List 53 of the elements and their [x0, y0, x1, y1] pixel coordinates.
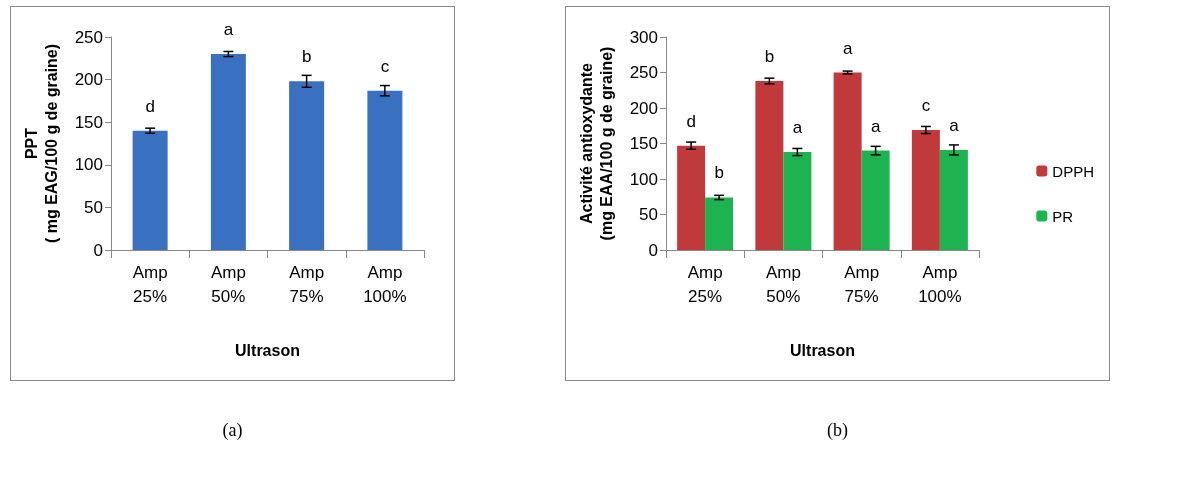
data-label: b: [714, 163, 724, 183]
data-label: b: [764, 47, 775, 67]
y-tick-label: 200: [629, 98, 658, 118]
data-label: a: [870, 116, 881, 136]
x-tick-label: Amp 25%: [132, 262, 168, 306]
data-label: c: [380, 56, 390, 76]
x-axis-title: Ultrason: [235, 341, 300, 359]
x-tick-label: Amp 100%: [363, 262, 407, 306]
x-tick-label: Amp 75%: [289, 262, 325, 306]
y-tick-label: 150: [74, 112, 103, 132]
bar: [132, 130, 168, 250]
text: (a): [221, 420, 244, 441]
x-tick-label: Amp 100%: [918, 262, 962, 306]
bar: [705, 197, 734, 250]
bar: [861, 150, 890, 250]
legend-label: PR: [1052, 207, 1074, 225]
y-tick-label: 200: [74, 70, 103, 90]
x-tick-label: Amp 25%: [687, 262, 723, 306]
y-tick-label: 50: [639, 205, 658, 224]
y-tick-label: 300: [629, 27, 658, 47]
y-tick-label: 100: [629, 169, 658, 189]
bar: [367, 90, 403, 250]
y-axis-title: Activité antioxydante (mg EAA/100 g de graine): [577, 46, 615, 241]
data-label: c: [921, 96, 931, 116]
bar: [289, 81, 325, 250]
bar: [210, 54, 246, 250]
bar: [677, 145, 706, 250]
y-tick-label: 100: [74, 155, 103, 175]
bar: [833, 72, 862, 250]
y-tick-label: 0: [648, 240, 658, 260]
x-tick-label: Amp 75%: [844, 262, 880, 306]
y-axis-title: PPT ( mg EAG/100 g de graine): [22, 43, 60, 244]
data-label: a: [223, 20, 234, 40]
data-label: d: [145, 96, 155, 116]
bar: [939, 149, 968, 250]
x-tick-label: Amp 50%: [210, 262, 246, 306]
y-tick-label: 250: [74, 27, 103, 47]
data-label: a: [842, 38, 853, 58]
x-axis-title: Ultrason: [790, 341, 855, 359]
bar: [911, 130, 940, 250]
y-tick-label: 250: [629, 63, 658, 82]
data-label: a: [792, 118, 803, 138]
bar: [783, 152, 812, 250]
text: (b): [826, 420, 849, 441]
legend-label: DPPH: [1052, 162, 1095, 180]
bar: [755, 81, 784, 250]
data-label: d: [686, 111, 696, 131]
data-label: a: [949, 115, 960, 135]
y-tick-label: 150: [629, 134, 658, 153]
y-tick-label: 0: [93, 240, 103, 260]
y-tick-label: 50: [84, 197, 103, 217]
x-tick-label: Amp 50%: [765, 262, 801, 306]
data-label: b: [301, 47, 312, 67]
